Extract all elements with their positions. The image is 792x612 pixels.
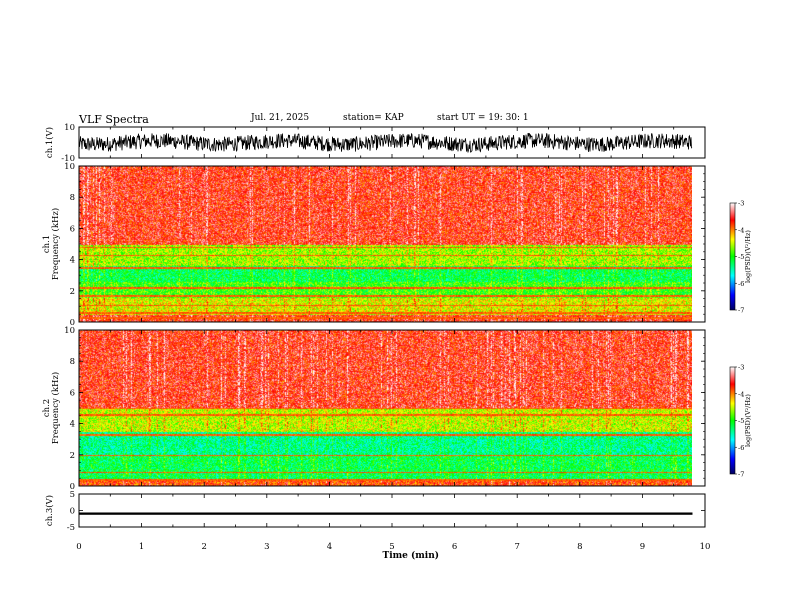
- colorbar-tick-label: -4: [738, 226, 744, 234]
- y-tick-label: 5: [70, 490, 75, 500]
- colorbar-tick-label: -5: [738, 253, 744, 261]
- y-tick-label: 0: [70, 318, 75, 328]
- date-label: Jul. 21, 2025: [251, 113, 310, 123]
- y-tick-label: 4: [70, 420, 75, 430]
- x-tick-label: 9: [640, 542, 645, 552]
- x-tick-label: 1: [139, 542, 144, 552]
- y-tick-label: 2: [70, 451, 75, 461]
- x-tick-label: 7: [514, 542, 519, 552]
- y-tick-label: 0: [70, 507, 75, 517]
- y-tick-label: 2: [70, 287, 75, 297]
- y-axis-label: ch.2: [42, 399, 52, 417]
- colorbar-tick-label: -6: [738, 444, 744, 452]
- colorbar-tick-label: -3: [738, 364, 744, 372]
- y-tick-label: 8: [70, 193, 75, 203]
- spectrogram-image-2: [79, 330, 692, 486]
- x-tick-label: 10: [700, 542, 711, 552]
- y-axis-label: Frequency (kHz): [50, 208, 61, 280]
- colorbar-tick-label: -7: [738, 307, 744, 315]
- x-tick-label: 0: [76, 542, 81, 552]
- station-label: station= KAP: [343, 113, 404, 123]
- x-tick-label: 5: [389, 542, 394, 552]
- x-tick-label: 2: [201, 542, 206, 552]
- y-tick-label: 0: [70, 482, 75, 492]
- y-tick-label: 10: [64, 162, 75, 172]
- y-tick-label: -5: [67, 523, 75, 533]
- x-tick-label: 6: [452, 542, 457, 552]
- colorbar-2: [729, 366, 736, 475]
- colorbar-tick-label: -7: [738, 471, 744, 479]
- ch1-waveform-trace: [78, 132, 693, 154]
- y-tick-label: -10: [61, 154, 75, 164]
- colorbar-tick-label: -3: [738, 200, 744, 208]
- colorbar-label: log(PSD)(V²/Hz): [744, 394, 752, 447]
- start-time-label: start UT = 19: 30: 1: [437, 113, 529, 123]
- y-tick-label: 6: [70, 224, 75, 234]
- y-tick-label: 10: [64, 326, 75, 336]
- chart-title: VLF Spectra: [79, 113, 149, 126]
- y-tick-label: 4: [70, 256, 75, 266]
- ch3-waveform-trace: [79, 512, 693, 515]
- y-axis-label: ch.1(V): [44, 127, 55, 158]
- x-tick-label: 8: [577, 542, 582, 552]
- spectrogram-image-1: [79, 166, 692, 322]
- panel-frame-3: [78, 493, 706, 528]
- colorbar-tick-label: -5: [738, 417, 744, 425]
- colorbar-tick-label: -6: [738, 280, 744, 288]
- y-axis-label: Frequency (kHz): [50, 372, 61, 444]
- colorbar-1: [729, 202, 736, 311]
- colorbar-label: log(PSD)(V²/Hz): [744, 230, 752, 283]
- x-axis-label: Time (min): [383, 550, 440, 561]
- x-tick-label: 4: [327, 542, 332, 552]
- y-tick-label: 10: [64, 123, 75, 133]
- colorbar-tick-label: -4: [738, 390, 744, 398]
- y-axis-label: ch.3(V): [44, 495, 55, 526]
- y-axis-label: ch.1: [42, 235, 52, 253]
- y-tick-label: 6: [70, 388, 75, 398]
- x-tick-label: 3: [264, 542, 269, 552]
- y-tick-label: 8: [70, 357, 75, 367]
